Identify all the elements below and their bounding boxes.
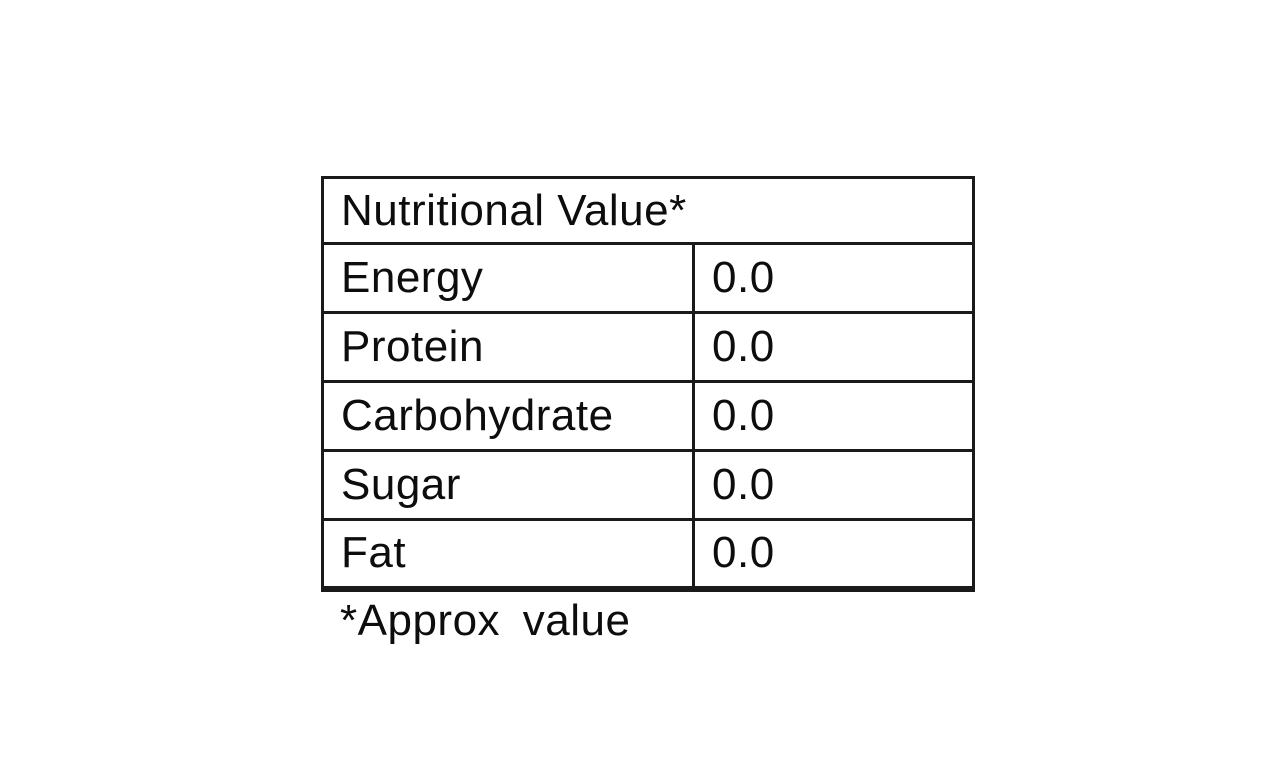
nutritional-value-table: Nutritional Value* Energy 0.0 Protein 0.… — [320, 176, 976, 592]
nutrient-value: 0.0 — [691, 449, 976, 521]
table-title: Nutritional Value* — [320, 176, 976, 245]
nutrient-value: 0.0 — [691, 242, 976, 314]
nutrient-value: 0.0 — [691, 380, 976, 452]
nutrient-label: Carbohydrate — [321, 380, 695, 452]
table-row: Energy 0.0 — [321, 242, 976, 314]
nutrient-value: 0.0 — [691, 311, 976, 383]
table-row: Carbohydrate 0.0 — [321, 380, 976, 452]
nutrient-label: Fat — [321, 518, 695, 592]
table-row: Fat 0.0 — [321, 518, 976, 592]
table-row: Protein 0.0 — [321, 311, 976, 383]
nutrient-label: Sugar — [321, 449, 695, 521]
nutrient-label: Energy — [321, 242, 695, 314]
table-row: Sugar 0.0 — [321, 449, 976, 521]
table-header-row: Nutritional Value* — [320, 176, 976, 245]
nutrient-label: Protein — [321, 311, 695, 383]
approx-value-footnote: *Approx value — [340, 596, 631, 645]
nutrient-value: 0.0 — [691, 518, 976, 592]
